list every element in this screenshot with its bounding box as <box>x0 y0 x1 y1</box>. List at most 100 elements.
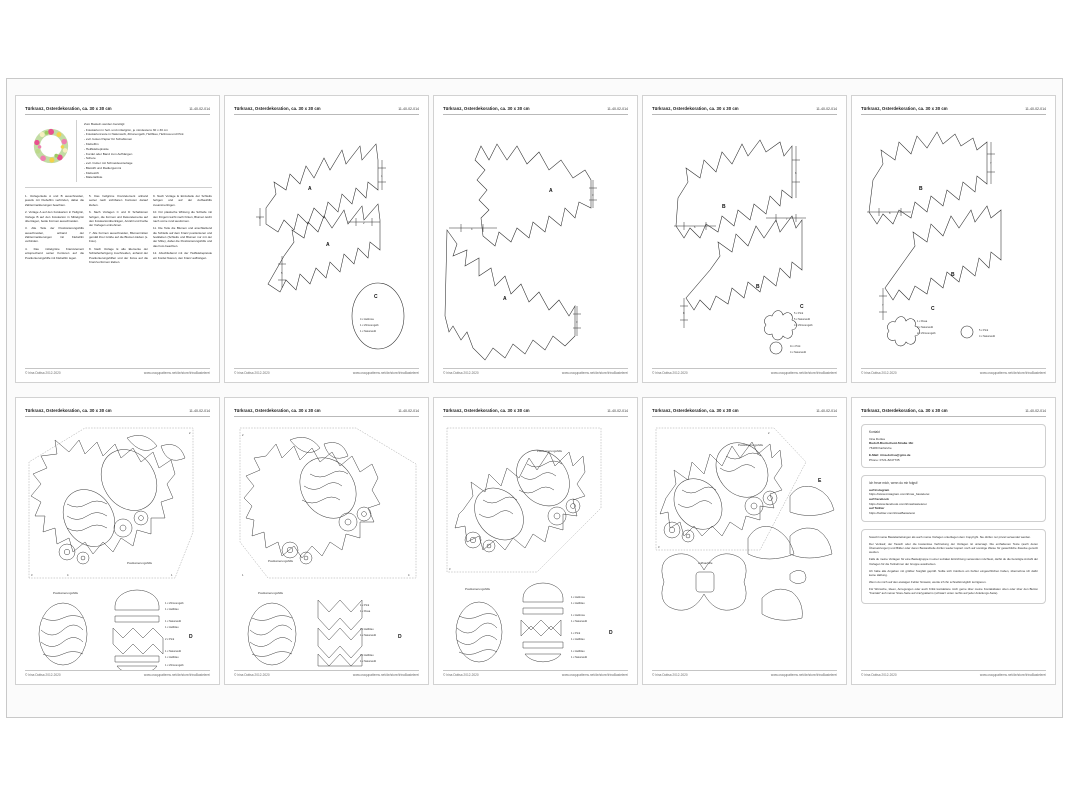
instruction-step: 4. Das mittelgrüne Kranzelement entsprec… <box>25 246 84 260</box>
pattern-svg-a1: A A C 4 x Hellrosa 1 x Zitronengelb 1 x … <box>256 143 405 350</box>
page-title: Türkranz, Osterdekoration, ca. 30 x 30 c… <box>652 408 739 413</box>
legend-item: 1 x Naturweiß <box>360 659 376 663</box>
social-url[interactable]: https://www.facebook.com/irinasbastelere… <box>869 501 927 506</box>
page-header: Türkranz, Osterdekoration, ca. 30 x 30 c… <box>652 106 837 115</box>
page-4-template-b[interactable]: Türkranz, Osterdekoration, ca. 30 x 30 c… <box>642 95 847 383</box>
page-code: 11-40-02-014 <box>607 107 628 111</box>
legend-item: 1 x Naturweiß <box>571 619 587 623</box>
piece-label-d: D <box>609 630 613 636</box>
footer-url: www.craqupatterns.net/de/store/IrinaBast… <box>770 371 837 375</box>
page-code: 11-40-02-014 <box>1025 409 1046 413</box>
footer-url: www.craqupatterns.net/de/store/IrinaBast… <box>561 673 628 677</box>
material-item: - Materialliste <box>84 175 103 180</box>
page-title: Türkranz, Osterdekoration, ca. 30 x 30 c… <box>25 408 112 413</box>
instruction-step: 8. Nach Vorlage E alle Elemente der Schl… <box>89 246 148 264</box>
egg-legend-item: 1 x Zitronengelb <box>360 323 379 327</box>
footer-copyright: © Irina Dottsa 2012-2020 <box>861 371 897 375</box>
page-footer: © Irina Dottsa 2012-2020 www.craqupatter… <box>861 368 1046 375</box>
page-10-contact-legal[interactable]: Türkranz, Osterdekoration, ca. 30 x 30 c… <box>851 397 1056 685</box>
legend-item: 1 x Pink <box>360 603 370 607</box>
footer-url: www.craqupatterns.net/de/store/IrinaBast… <box>561 371 628 375</box>
legend-item: 2 x Pink <box>165 637 175 641</box>
material-item: - evtl. Cutter mit Schneideunterlage <box>84 161 133 166</box>
contact-card: Kontakt Irina Dottsa Rudolf-Breitscheid-… <box>861 424 1046 469</box>
legend-item: 1 x Hellblau <box>360 653 374 657</box>
social-url[interactable]: https://twitter.com/irinasBastelerei <box>869 510 916 515</box>
page-code: 11-40-02-014 <box>816 409 837 413</box>
page-title: Türkranz, Osterdekoration, ca. 30 x 30 c… <box>861 106 948 111</box>
page-footer: © Irina Dottsa 2012-2020 www.craqupatter… <box>652 368 837 375</box>
assembly-mark: 2 <box>242 433 244 437</box>
page-6-position-help-1[interactable]: Türkranz, Osterdekoration, ca. 30 x 30 c… <box>15 397 220 685</box>
page-2-template-a[interactable]: Türkranz, Osterdekoration, ca. 30 x 30 c… <box>224 95 429 383</box>
page-5-template-b2[interactable]: Türkranz, Osterdekoration, ca. 30 x 30 c… <box>851 95 1056 383</box>
page-3-template-a2[interactable]: Türkranz, Osterdekoration, ca. 30 x 30 c… <box>433 95 638 383</box>
page-row-2: Türkranz, Osterdekoration, ca. 30 x 30 c… <box>7 397 1064 687</box>
piece-label-c: C <box>374 294 378 300</box>
page-footer: © Irina Dottsa 2012-2020 www.craqupatter… <box>25 368 210 375</box>
page-1-instructions[interactable]: Türkranz, Osterdekoration, ca. 30 x 30 c… <box>15 95 220 383</box>
footer-url: www.craqupatterns.net/de/store/IrinaBast… <box>352 673 419 677</box>
page-title: Türkranz, Osterdekoration, ca. 30 x 30 c… <box>234 106 321 111</box>
page-footer: © Irina Dottsa 2012-2020 www.craqupatter… <box>652 670 837 677</box>
legend-item: 1 x Rosa <box>360 609 371 613</box>
footer-copyright: © Irina Dottsa 2012-2020 <box>443 371 479 375</box>
assembly-mark: 3 <box>658 545 660 549</box>
instruction-step: 9. Nach Vorlage E Einzelteile der Schlei… <box>153 194 212 207</box>
social-url[interactable]: https://www.instagram.com/irinas_bastele… <box>869 492 930 497</box>
legal-paragraph: Sowohl meine Bastelanleitungen als auch … <box>869 534 1031 539</box>
pattern-sheet: A A C 4 x Hellrosa 1 x Zitronengelb 1 x … <box>232 120 423 368</box>
dot-legend-item: 4 x Naturweiß <box>790 350 806 354</box>
pattern-sheet: A A 4 3 3 <box>441 120 632 368</box>
material-item: - Fotokarton in hell- und mittelgrün, je… <box>84 127 168 132</box>
pattern-sheet: Positionierungshilfe 2 1 4 Positionierun… <box>232 422 423 670</box>
pattern-sheet: Positionierungshilfe 2 3 4 1 Positionier… <box>23 422 214 670</box>
contact-line: Rudolf-Breitscheid-Straße 18c <box>869 441 914 446</box>
wreath-illustration <box>33 128 68 164</box>
legend-item: 1 x Pink <box>571 631 581 635</box>
legend-item: 1 x Hellblau <box>571 601 585 605</box>
pattern-svg-b2: B B C 7 8 7 1 x Rosa 3 x Naturweiß 2 x Z… <box>867 131 1002 347</box>
page-code: 11-40-02-014 <box>189 107 210 111</box>
material-item: - Klebestift <box>84 170 99 175</box>
instruction-step: 3. Alle Teile der Positionierungshilfe a… <box>25 226 84 244</box>
flower-legend-item: 2 x Zitronengelb <box>917 331 936 335</box>
assembly-mark: 3 <box>576 320 578 324</box>
materials-section: Zum Basteln werden benötigt: - Fotokarto… <box>25 120 212 188</box>
assembly-mark: 7 <box>990 161 992 165</box>
flower-legend-item: 5 x Pink <box>794 311 804 315</box>
position-help-label: Positionierungshilfe <box>268 559 293 563</box>
instruction-step: 6. Nach Vorlagen C und D Schablonen fert… <box>89 210 148 228</box>
page-8-position-help-3[interactable]: Türkranz, Osterdekoration, ca. 30 x 30 c… <box>433 397 638 685</box>
footer-url: www.craqupatterns.net/de/store/IrinaBast… <box>352 371 419 375</box>
dot-legend-item: 4 x Naturweiß <box>979 334 995 338</box>
social-network: auf Instagram <box>869 487 890 492</box>
page-header: Türkranz, Osterdekoration, ca. 30 x 30 c… <box>443 408 628 417</box>
flower-legend-item: 4 x Zitronengelb <box>794 323 813 327</box>
page-footer: © Irina Dottsa 2012-2020 www.craqupatter… <box>443 670 628 677</box>
pattern-svg-b1: B B C 6 6 7 8 5 x Pink 5 x Naturweiß 4 x… <box>674 139 813 355</box>
flower-legend-item: 1 x Rosa <box>917 319 928 323</box>
position-help-label: Positionierungshilfe <box>258 591 283 595</box>
page-header: Türkranz, Osterdekoration, ca. 30 x 30 c… <box>25 408 210 417</box>
contact-email: E-Mail: irina.dottsa@gmx.de <box>869 452 911 457</box>
pattern-sheet: B B C 7 8 7 1 x Rosa 3 x Naturweiß 2 x Z… <box>859 120 1050 368</box>
page-footer: © Irina Dottsa 2012-2020 www.craqupatter… <box>234 670 419 677</box>
legend-item: 1 x Zitronengelb <box>165 601 184 605</box>
legal-paragraph: Für Wünsche, Ideen, Anregungen oder auch… <box>869 586 1038 596</box>
page-title: Türkranz, Osterdekoration, ca. 30 x 30 c… <box>443 106 530 111</box>
assembly-mark: 2 <box>363 221 365 225</box>
instruction-column-3: 9. Nach Vorlage E Einzelteile der Schlei… <box>153 194 212 268</box>
dot-legend-item: 5 x Pink <box>979 328 989 332</box>
material-item: - Schere <box>84 156 96 161</box>
page-code: 11-40-02-014 <box>398 409 419 413</box>
legend-item: 1 x Hellblau <box>571 637 585 641</box>
page-9-bow-template[interactable]: Türkranz, Osterdekoration, ca. 30 x 30 c… <box>642 397 847 685</box>
assembly-mark: 1 <box>381 174 383 178</box>
page-7-position-help-2[interactable]: Türkranz, Osterdekoration, ca. 30 x 30 c… <box>224 397 429 685</box>
assembly-mark: 7 <box>882 303 884 307</box>
pattern-svg-a2: A A 4 3 3 <box>444 143 597 361</box>
assembly-mark: 4 <box>67 573 69 577</box>
assembly-mark: 1 <box>171 573 173 577</box>
